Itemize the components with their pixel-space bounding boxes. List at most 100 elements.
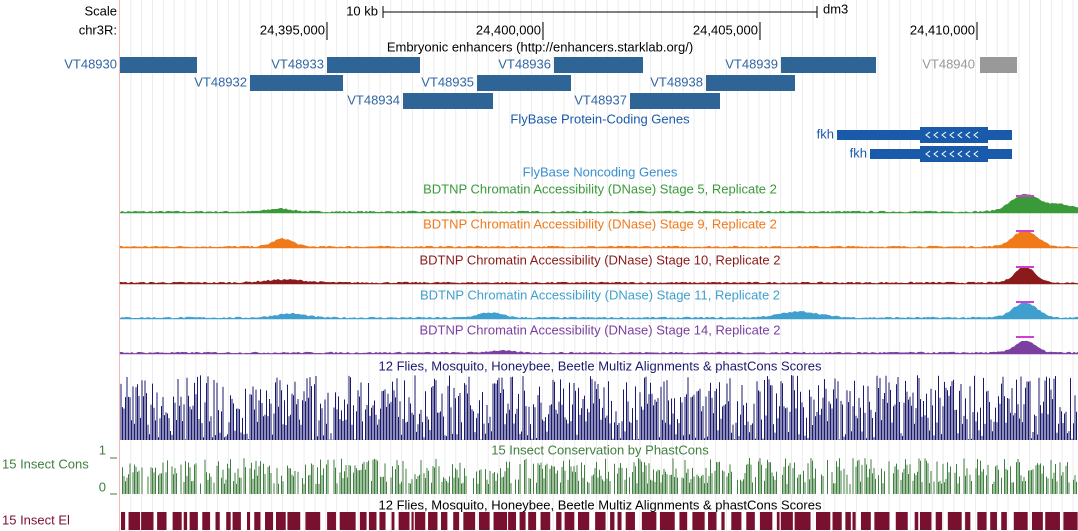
assembly: dm3 [823,1,848,16]
conservation [120,375,1077,440]
conserved-element [528,512,537,530]
conserved-element [721,512,725,530]
conserved-element [852,512,856,530]
ruler-position: 24,405,000 [693,22,758,37]
scale-span: 10 kb [346,3,378,18]
signal [119,193,1078,214]
enhancer [403,93,493,109]
conserved-element [845,512,851,530]
conserved-element [1063,512,1078,530]
conserved-element [189,512,198,530]
clip-mark [1016,336,1034,338]
enhancer-label: VT48938 [650,74,703,89]
conserved-element [428,512,438,530]
chrom-label: chr3R: [79,22,117,37]
conserved-element [508,512,517,530]
conserved-element [1001,512,1007,530]
gene-label: fkh [850,145,867,160]
enhancer [327,57,420,73]
clip-mark [1016,230,1034,232]
conserved-element [577,512,590,530]
conserved-element [368,512,377,530]
ruler-position: 24,400,000 [476,22,541,37]
conserved-element [919,512,932,530]
clip-mark [1016,266,1034,268]
strand-arrow [973,131,979,139]
scale-label: Scale [84,3,117,18]
conserved-element [172,512,182,530]
conserved-element [832,512,842,530]
conserved-element [610,512,615,530]
conserved-element [776,512,780,530]
clip-mark [1016,301,1034,303]
conserved-element [414,512,426,530]
enhancer [630,93,720,109]
conserved-element [359,512,367,530]
conserved-element [935,512,943,530]
strand-arrow [949,150,955,158]
enhancer-label: VT48934 [347,92,400,107]
conserved-element [595,512,606,530]
conserved-element [617,512,622,530]
enhancer [706,75,795,91]
conserved-element [780,512,793,530]
conserved-element [746,512,755,530]
track-title: Embryonic enhancers (http://enhancers.st… [387,39,693,54]
conserved-element [453,512,460,530]
conserved-element [659,512,675,530]
enhancer-label: VT48935 [421,74,474,89]
conserved-element [895,512,908,530]
strand-arrow [957,131,963,139]
conserved-element [391,512,395,530]
conserved-element [965,512,971,530]
strand-arrow [941,131,947,139]
conserved-element [411,512,414,530]
conserved-element [990,512,997,530]
conserved-element [440,512,448,530]
conservation [122,458,1077,494]
enhancer-label: VT48937 [574,92,627,107]
conserved-element [625,512,635,530]
signal [119,302,1078,320]
signal [119,266,1078,285]
conserved-element [183,512,188,530]
conserved-element [1031,512,1043,530]
conserved-element [540,512,551,530]
conserved-element [564,512,575,530]
conserved-element [519,512,526,530]
track-title: 12 Flies, Mosquito, Honeybee, Beetle Mul… [379,497,822,512]
conserved-element [327,512,336,530]
track-title: BDTNP Chromatin Accessibility (DNase) St… [419,252,780,267]
strand-arrow [933,150,939,158]
enhancer-label: VT48930 [64,56,117,71]
conserved-element [1013,512,1028,530]
conserved-element [692,512,705,530]
track-title: FlyBase Protein-Coding Genes [510,111,690,126]
gene-label: fkh [817,126,834,141]
track-label: 15 Insect Cons [2,456,89,471]
conserved-element [947,512,962,530]
conserved-element [254,512,261,530]
track-title: BDTNP Chromatin Accessibility (DNase) St… [423,216,777,231]
axis-label: 1 [99,442,106,457]
track-title: BDTNP Chromatin Accessibility (DNase) St… [423,181,777,196]
conserved-element [339,512,356,530]
conserved-element [215,512,220,530]
enhancer [554,57,643,73]
conserved-element [276,512,286,530]
track-title: FlyBase Noncoding Genes [523,164,678,179]
conserved-element [731,512,742,530]
conserved-element [226,512,231,530]
enhancer [980,57,1017,73]
enhancer-label: VT48939 [725,56,778,71]
gene-cds [920,127,988,143]
conserved-element [679,512,688,530]
axis-label: 0 [99,479,106,494]
conserved-element [759,512,773,530]
enhancer [781,57,876,73]
enhancer [120,57,197,73]
strand-arrow [957,150,963,158]
conserved-element [398,512,410,530]
conserved-element [202,512,211,530]
